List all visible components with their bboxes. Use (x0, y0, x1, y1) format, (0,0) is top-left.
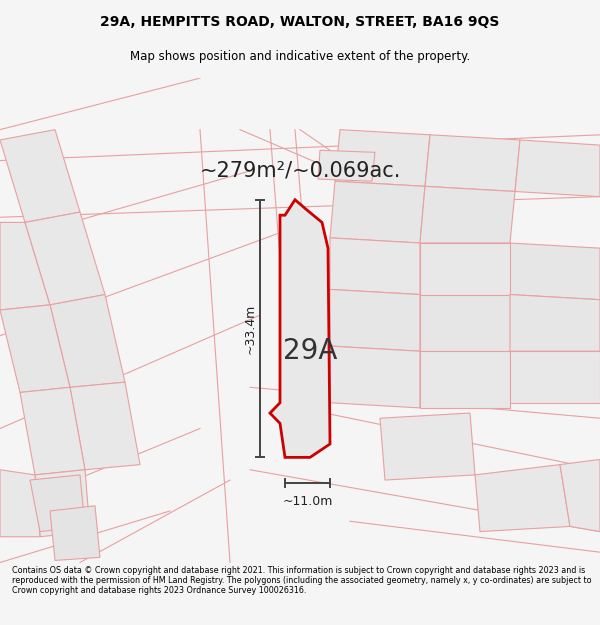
Polygon shape (50, 506, 100, 561)
Text: ~11.0m: ~11.0m (283, 495, 332, 508)
Polygon shape (420, 351, 510, 408)
Polygon shape (270, 200, 330, 458)
Text: 29A, HEMPITTS ROAD, WALTON, STREET, BA16 9QS: 29A, HEMPITTS ROAD, WALTON, STREET, BA16… (100, 15, 500, 29)
Polygon shape (30, 475, 85, 532)
Polygon shape (25, 212, 105, 305)
Polygon shape (70, 382, 140, 470)
Polygon shape (510, 294, 600, 351)
Polygon shape (335, 129, 430, 186)
Polygon shape (318, 150, 375, 181)
Polygon shape (420, 294, 510, 351)
Polygon shape (20, 388, 85, 475)
Polygon shape (510, 351, 600, 403)
Text: Contains OS data © Crown copyright and database right 2021. This information is : Contains OS data © Crown copyright and d… (12, 566, 592, 596)
Polygon shape (515, 140, 600, 197)
Polygon shape (35, 470, 90, 537)
Polygon shape (330, 289, 420, 351)
Polygon shape (0, 470, 40, 537)
Polygon shape (0, 129, 80, 222)
Polygon shape (330, 181, 425, 243)
Text: ~279m²/~0.069ac.: ~279m²/~0.069ac. (199, 161, 401, 181)
Polygon shape (0, 305, 70, 392)
Polygon shape (0, 222, 50, 310)
Polygon shape (420, 243, 510, 294)
Polygon shape (510, 243, 600, 300)
Polygon shape (425, 135, 520, 191)
Polygon shape (380, 413, 475, 480)
Polygon shape (50, 294, 125, 388)
Text: ~33.4m: ~33.4m (244, 303, 257, 354)
Polygon shape (330, 238, 420, 294)
Text: 29A: 29A (283, 338, 337, 365)
Polygon shape (420, 186, 515, 243)
Text: Map shows position and indicative extent of the property.: Map shows position and indicative extent… (130, 50, 470, 62)
Polygon shape (475, 464, 570, 532)
Polygon shape (560, 459, 600, 532)
Polygon shape (330, 346, 420, 408)
